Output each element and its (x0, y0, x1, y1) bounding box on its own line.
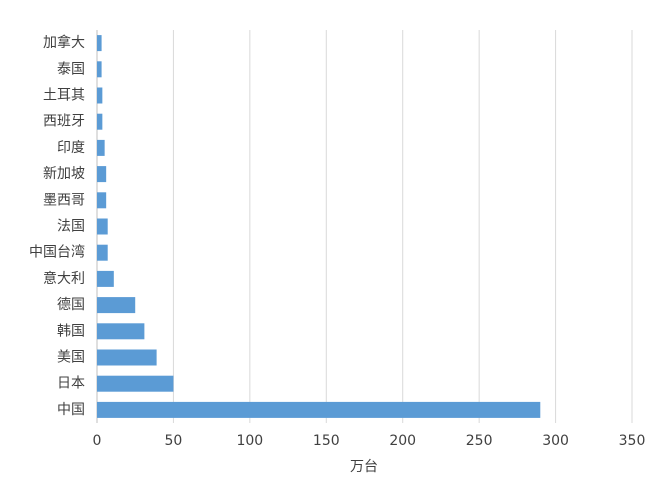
bar (97, 270, 114, 287)
x-tick-label: 250 (466, 433, 493, 449)
bar (97, 401, 541, 418)
y-tick-label: 加拿大 (43, 34, 85, 51)
bar (97, 218, 108, 235)
x-tick-label: 50 (165, 433, 183, 449)
bar (97, 139, 105, 156)
x-tick-label: 100 (236, 433, 263, 449)
x-tick-label: 300 (542, 433, 569, 449)
x-axis-title: 万台 (350, 459, 378, 475)
y-tick-label: 新加坡 (43, 166, 85, 182)
y-tick-label: 土耳其 (43, 88, 85, 104)
y-tick-label: 西班牙 (43, 114, 85, 130)
y-tick-label: 墨西哥 (43, 192, 85, 208)
y-tick-label: 印度 (57, 140, 85, 156)
bar (97, 297, 136, 314)
bar (97, 349, 157, 366)
y-tick-label: 泰国 (57, 61, 85, 77)
bar (97, 375, 174, 392)
x-tick-label: 150 (313, 433, 340, 449)
bar (97, 166, 107, 183)
bar (97, 35, 102, 52)
x-tick-label: 350 (619, 433, 646, 449)
bar (97, 244, 108, 261)
x-tick-label: 200 (389, 433, 416, 449)
y-tick-label: 韩国 (57, 323, 85, 339)
y-tick-label: 中国 (57, 402, 85, 418)
y-tick-label: 德国 (57, 297, 85, 313)
y-tick-label: 法国 (57, 219, 85, 235)
bar (97, 87, 103, 104)
bar (97, 113, 103, 130)
y-tick-label: 美国 (57, 350, 85, 366)
y-tick-label: 意大利 (43, 270, 85, 287)
bar (97, 192, 107, 209)
x-tick-label: 0 (93, 433, 102, 449)
bar (97, 323, 145, 340)
bar (97, 61, 102, 78)
y-tick-label: 中国台湾 (29, 244, 85, 261)
y-tick-label: 日本 (57, 376, 85, 392)
